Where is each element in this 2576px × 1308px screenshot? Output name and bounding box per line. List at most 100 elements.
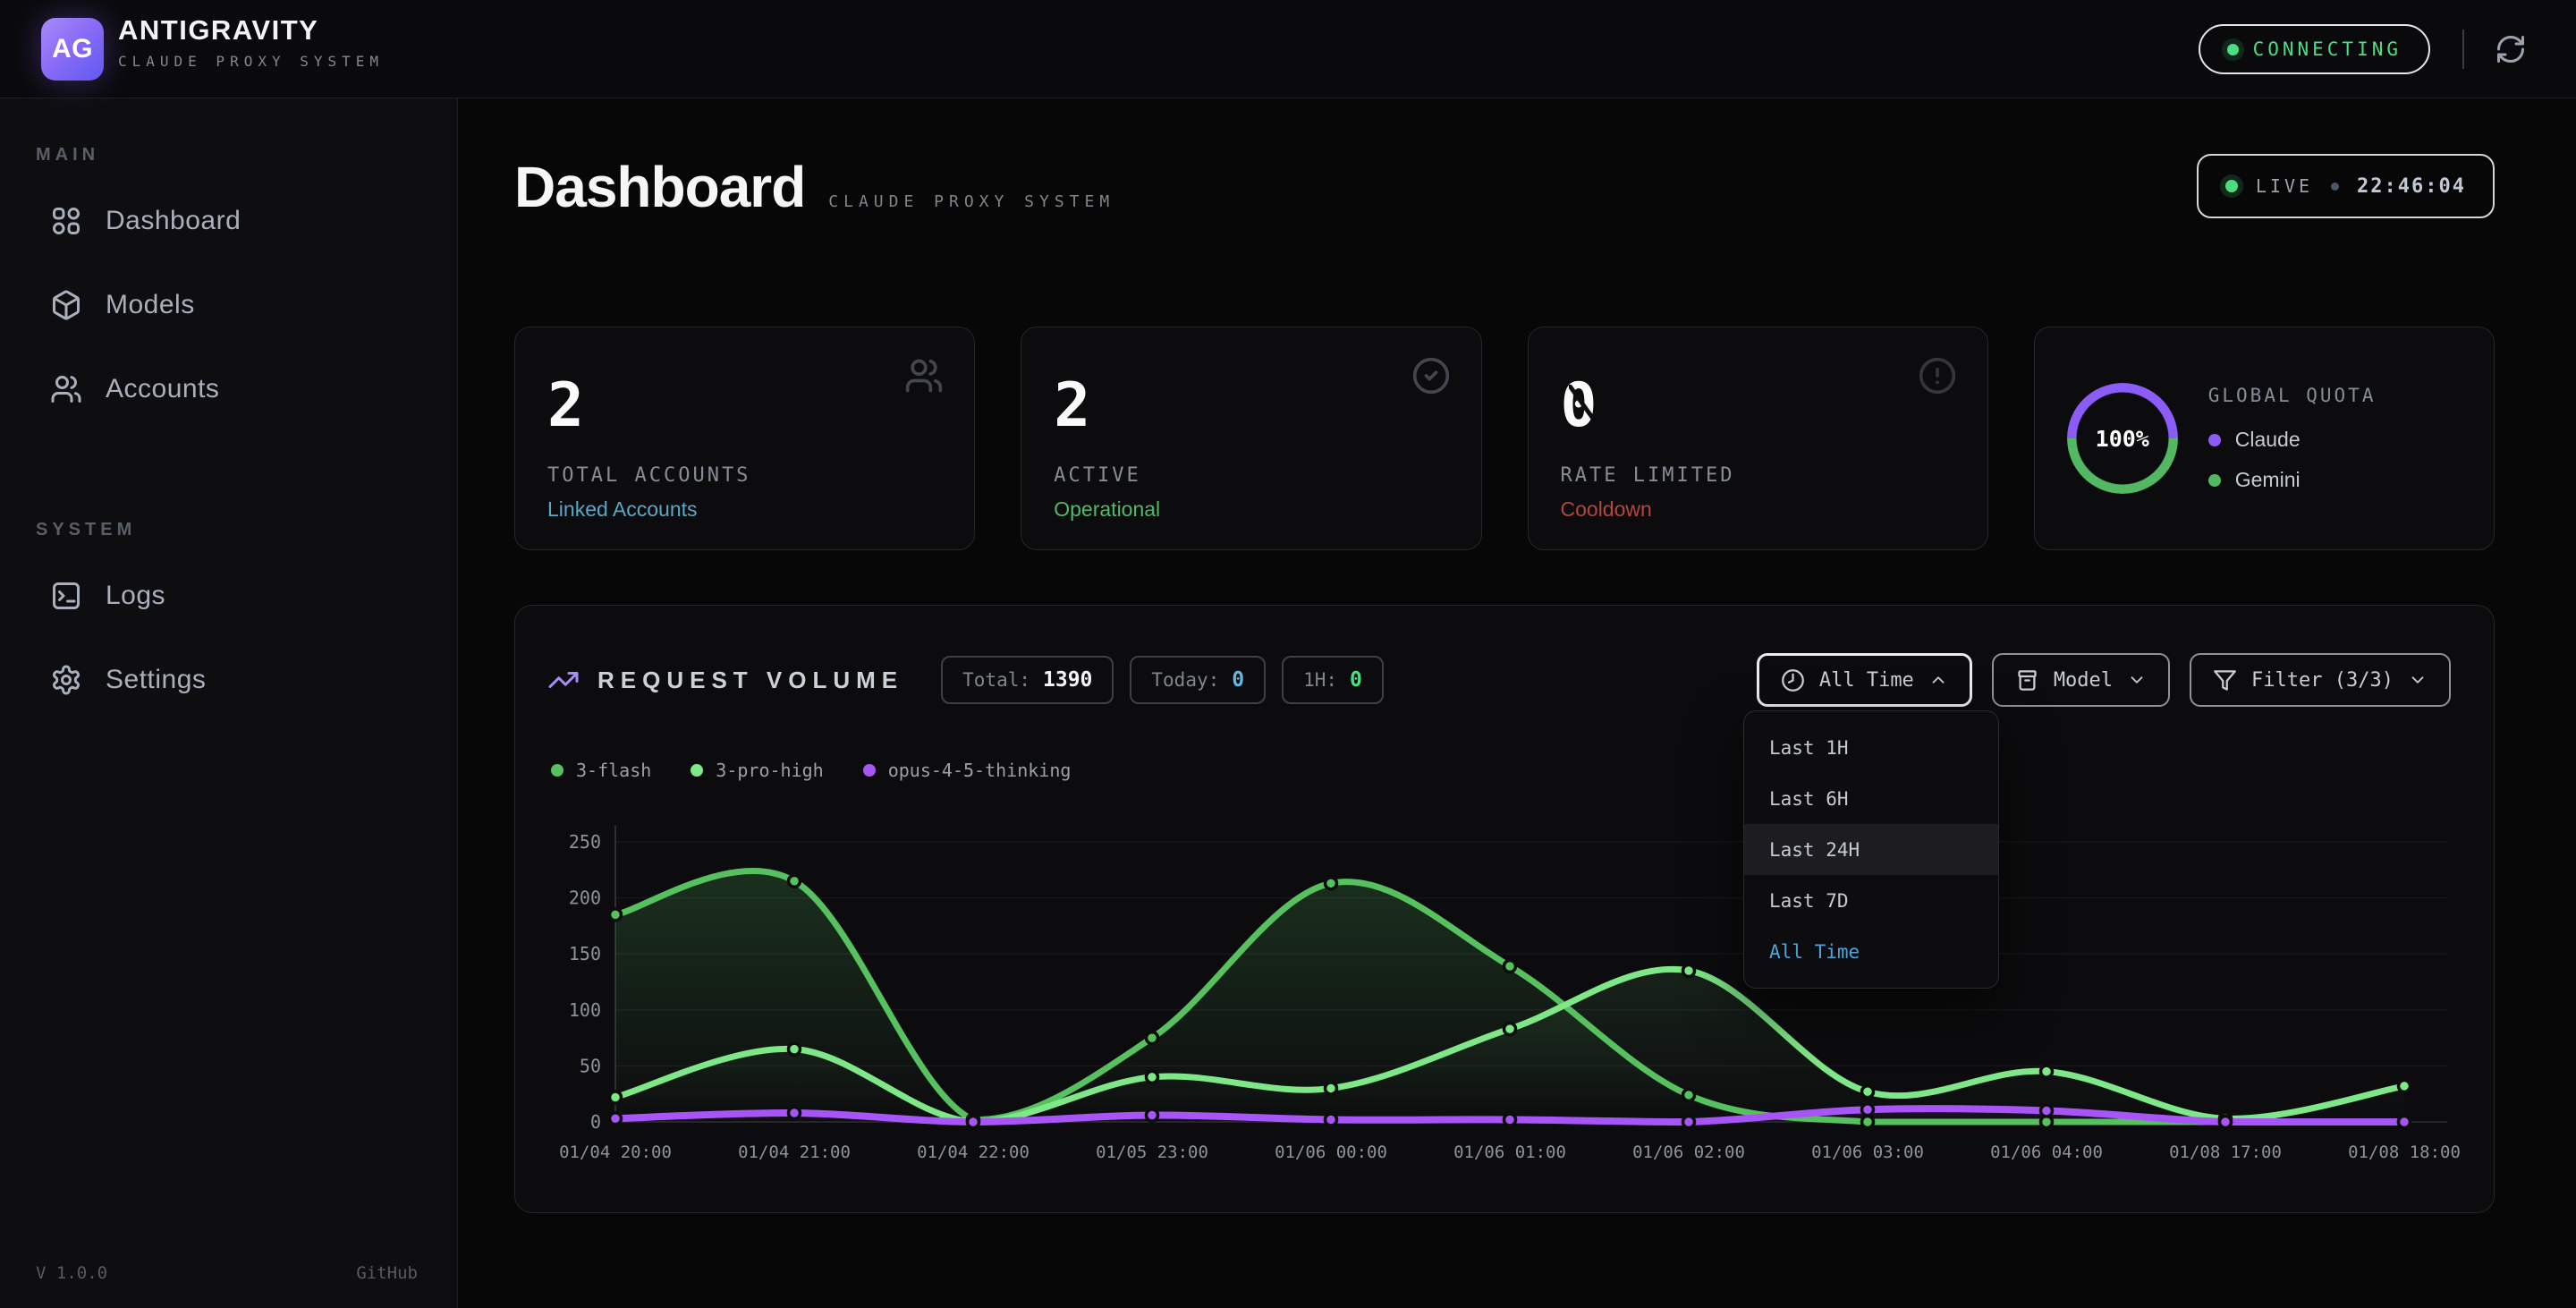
- alert-circle-icon: [1918, 356, 1957, 395]
- chip-value: 1390: [1043, 668, 1092, 692]
- app-title: ANTIGRAVITY: [118, 14, 384, 47]
- chip-label: Today:: [1151, 669, 1219, 691]
- sidebar-item-settings[interactable]: Settings: [50, 651, 443, 709]
- stat-label: TOTAL ACCOUNTS: [547, 464, 942, 487]
- page-header: Dashboard CLAUDE PROXY SYSTEM: [514, 154, 1114, 220]
- main-content: Dashboard CLAUDE PROXY SYSTEM LIVE 22:46…: [458, 98, 2576, 1308]
- gear-icon: [50, 664, 82, 696]
- quota-legend-claude: Claude: [2208, 428, 2377, 452]
- live-dot-icon: [2225, 180, 2238, 192]
- chip-value: 0: [1232, 668, 1244, 692]
- quota-legend: GLOBAL QUOTA Claude Gemini: [2208, 385, 2377, 492]
- legend-label: 3-pro-high: [716, 760, 823, 781]
- sidebar-item-label: Logs: [106, 581, 165, 611]
- quota-label: GLOBAL QUOTA: [2208, 385, 2377, 406]
- check-circle-icon: [1411, 356, 1451, 395]
- sidebar-item-dashboard[interactable]: Dashboard: [50, 192, 443, 250]
- total-chip: Total: 1390: [941, 656, 1114, 704]
- stat-sublabel: Linked Accounts: [547, 497, 942, 522]
- users-icon: [904, 356, 944, 395]
- sidebar-item-logs[interactable]: Logs: [50, 567, 443, 624]
- quota-donut-chart: 100%: [2067, 383, 2178, 494]
- stat-card-total-accounts: 2 TOTAL ACCOUNTS Linked Accounts: [514, 327, 975, 550]
- stat-value: 0: [1561, 370, 1597, 441]
- menu-item-last-24h[interactable]: Last 24H: [1744, 824, 1998, 875]
- sidebar-item-models[interactable]: Models: [50, 276, 443, 334]
- stats-row: 2 TOTAL ACCOUNTS Linked Accounts 2 ACTIV…: [514, 327, 2495, 550]
- menu-item-all-time[interactable]: All Time: [1744, 926, 1998, 977]
- global-quota-card: 100% GLOBAL QUOTA Claude Gemini: [2034, 327, 2495, 550]
- request-volume-title: REQUEST VOLUME: [597, 667, 903, 694]
- legend-item-3-flash: 3-flash: [551, 760, 651, 781]
- stat-value: 2: [1054, 370, 1448, 441]
- status-dot-icon: [2227, 44, 2239, 55]
- model-dropdown[interactable]: Model: [1992, 653, 2170, 707]
- refresh-icon[interactable]: [2495, 33, 2527, 65]
- gemini-dot-icon: [2208, 474, 2221, 487]
- svg-text:0: 0: [590, 1111, 601, 1133]
- stat-sublabel: Operational: [1054, 497, 1448, 522]
- stat-label: RATE LIMITED: [1561, 464, 1955, 487]
- svg-text:01/04 21:00: 01/04 21:00: [738, 1142, 851, 1162]
- archive-icon: [2015, 668, 2039, 692]
- sidebar-section-main: MAIN: [36, 145, 457, 166]
- time-range-dropdown[interactable]: All Time: [1757, 653, 1972, 707]
- stat-card-rate-limited: 0 RATE LIMITED Cooldown: [1528, 327, 1988, 550]
- clock-icon: [1781, 668, 1805, 692]
- series-dot-icon: [863, 764, 876, 777]
- sidebar: MAIN Dashboard Models: [0, 98, 458, 1308]
- topbar: AG ANTIGRAVITY CLAUDE PROXY SYSTEM CONNE…: [0, 0, 2576, 98]
- sidebar-item-label: Dashboard: [106, 206, 241, 236]
- clock-value: 22:46:04: [2357, 175, 2466, 198]
- claude-dot-icon: [2208, 434, 2221, 446]
- sidebar-item-label: Settings: [106, 665, 206, 695]
- topbar-divider: [2462, 30, 2464, 69]
- quota-legend-gemini: Gemini: [2208, 468, 2377, 492]
- svg-text:01/08 18:00: 01/08 18:00: [2348, 1142, 2461, 1162]
- menu-item-last-6h[interactable]: Last 6H: [1744, 773, 1998, 824]
- menu-item-last-1h[interactable]: Last 1H: [1744, 722, 1998, 773]
- svg-text:01/06 00:00: 01/06 00:00: [1275, 1142, 1387, 1162]
- chevron-down-icon: [2408, 670, 2428, 690]
- model-label: Model: [2054, 669, 2113, 692]
- app-version: V 1.0.0: [36, 1263, 107, 1283]
- legend-label: Claude: [2235, 428, 2301, 452]
- stat-label: ACTIVE: [1054, 464, 1448, 487]
- stat-card-active: 2 ACTIVE Operational: [1021, 327, 1481, 550]
- series-dot-icon: [691, 764, 703, 777]
- live-clock-badge: LIVE 22:46:04: [2197, 154, 2495, 218]
- grid-icon: [50, 205, 82, 237]
- app-subtitle: CLAUDE PROXY SYSTEM: [118, 53, 384, 70]
- request-volume-chart: 05010015020025001/04 20:0001/04 21:0001/…: [542, 807, 2469, 1192]
- volume-stat-chips: Total: 1390 Today: 0 1H: 0: [941, 656, 1384, 704]
- sidebar-item-accounts[interactable]: Accounts: [50, 361, 443, 418]
- svg-text:100: 100: [569, 999, 601, 1021]
- logo-text: AG: [52, 34, 93, 64]
- chevron-down-icon: [2127, 670, 2147, 690]
- stat-value: 2: [547, 370, 942, 441]
- stat-sublabel: Cooldown: [1561, 497, 1955, 522]
- svg-text:01/06 01:00: 01/06 01:00: [1453, 1142, 1566, 1162]
- svg-text:01/08 17:00: 01/08 17:00: [2169, 1142, 2282, 1162]
- legend-label: Gemini: [2235, 468, 2301, 492]
- cube-icon: [50, 289, 82, 321]
- svg-text:01/06 03:00: 01/06 03:00: [1811, 1142, 1924, 1162]
- page-subtitle: CLAUDE PROXY SYSTEM: [828, 192, 1114, 211]
- time-range-label: All Time: [1819, 669, 1914, 692]
- time-range-menu: Last 1H Last 6H Last 24H Last 7D All Tim…: [1743, 710, 1999, 989]
- filter-dropdown[interactable]: Filter (3/3): [2190, 653, 2451, 707]
- svg-text:01/06 04:00: 01/06 04:00: [1990, 1142, 2103, 1162]
- request-volume-card: REQUEST VOLUME Total: 1390 Today: 0 1H: …: [514, 605, 2495, 1213]
- chevron-up-icon: [1928, 670, 1948, 690]
- quota-percent: 100%: [2067, 383, 2178, 494]
- sidebar-footer: V 1.0.0 GitHub: [36, 1263, 418, 1283]
- sidebar-section-system: SYSTEM: [36, 520, 457, 540]
- menu-item-last-7d[interactable]: Last 7D: [1744, 875, 1998, 926]
- series-dot-icon: [551, 764, 564, 777]
- terminal-icon: [50, 580, 82, 612]
- legend-label: opus-4-5-thinking: [888, 760, 1072, 781]
- live-label: LIVE: [2256, 175, 2313, 197]
- app-root: AG ANTIGRAVITY CLAUDE PROXY SYSTEM CONNE…: [0, 0, 2576, 1308]
- trending-up-icon: [547, 664, 580, 696]
- github-link[interactable]: GitHub: [356, 1263, 418, 1283]
